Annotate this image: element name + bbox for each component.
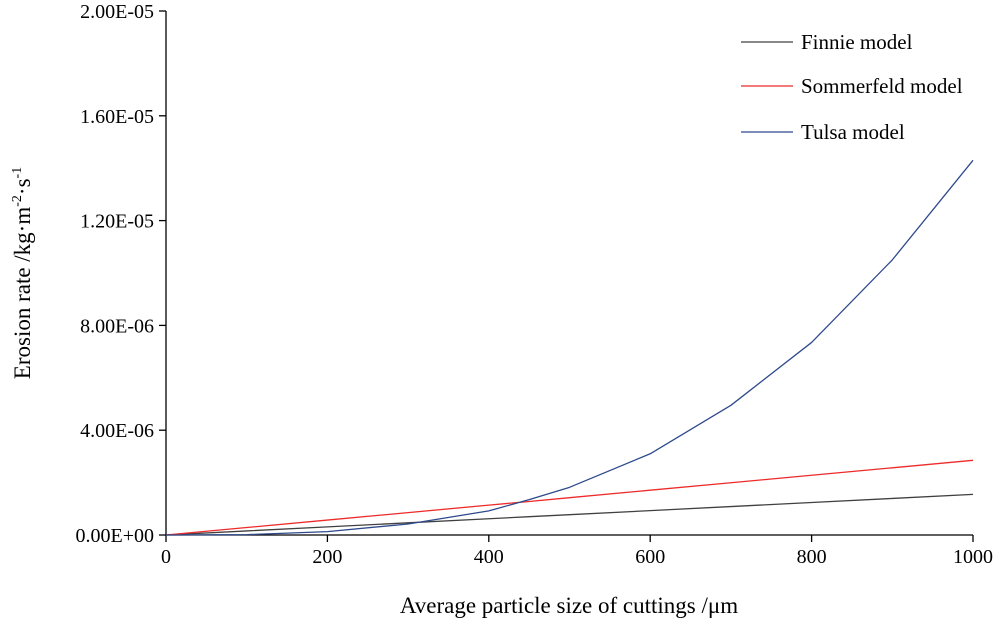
axes bbox=[165, 11, 973, 536]
x-axis-title: Average particle size of cuttings /μm bbox=[400, 593, 738, 618]
y-tick-label: 0.00E+00 bbox=[76, 525, 155, 547]
series-lines bbox=[165, 159, 974, 536]
y-axis-title-sup1: -2 bbox=[10, 195, 25, 207]
y-tick-label: 2.00E-05 bbox=[80, 1, 154, 23]
series-line-tulsa-model bbox=[165, 159, 974, 536]
y-tick-label: 4.00E-06 bbox=[80, 420, 154, 442]
y-axis-title-sup2: -1 bbox=[10, 167, 25, 179]
y-axis-title-mid: ·s bbox=[10, 178, 35, 195]
x-tick-label: 0 bbox=[161, 546, 171, 568]
y-tick-label: 8.00E-06 bbox=[80, 315, 154, 337]
y-tick-label: 1.60E-05 bbox=[80, 106, 154, 128]
x-tick-label: 600 bbox=[635, 546, 665, 568]
legend-label-finnie-model: Finnie model bbox=[801, 30, 913, 54]
legend: Finnie model Sommerfeld model Tulsa model bbox=[741, 30, 963, 144]
x-tick-label: 1000 bbox=[953, 546, 993, 568]
x-tick-label: 400 bbox=[474, 546, 504, 568]
series-line-finnie-model bbox=[165, 493, 974, 536]
series-line-sommerfeld-model bbox=[165, 459, 974, 536]
y-axis-title-main: Erosion rate /kg·m bbox=[10, 207, 35, 380]
y-axis-title: Erosion rate /kg·m-2·s-1 bbox=[10, 167, 35, 379]
x-tick-label: 800 bbox=[797, 546, 827, 568]
x-tick-label: 200 bbox=[312, 546, 342, 568]
ticks: 0.00E+00 4.00E-06 8.00E-06 1.20E-05 1.60E-05… bbox=[76, 1, 994, 568]
legend-label-sommerfeld-model: Sommerfeld model bbox=[801, 74, 963, 98]
y-tick-label: 1.20E-05 bbox=[80, 211, 154, 233]
legend-label-tulsa-model: Tulsa model bbox=[801, 120, 905, 144]
